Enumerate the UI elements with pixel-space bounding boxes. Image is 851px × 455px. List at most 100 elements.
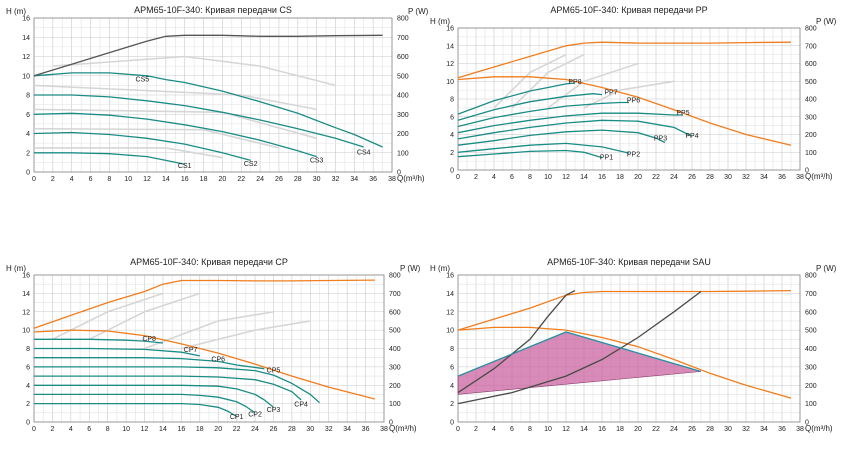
y-right-axis-label: P (W) <box>408 7 429 16</box>
x-tick-label: 4 <box>492 426 496 433</box>
x-tick-label: 24 <box>256 176 264 183</box>
x-axis-label: Q(m³/h) <box>805 424 833 433</box>
x-tick-label: 20 <box>634 426 642 433</box>
x-tick-label: 34 <box>760 174 768 181</box>
efficiency-guide-curve <box>33 127 280 149</box>
y-right-tick-label: 700 <box>389 291 401 298</box>
curve-label-pp5: PP5 <box>676 110 689 117</box>
x-tick-label: 14 <box>159 426 167 433</box>
y-left-tick-label: 10 <box>446 79 454 86</box>
y-left-tick-label: 8 <box>450 97 454 104</box>
efficiency-guide-curve <box>583 80 675 109</box>
y-right-axis-label: P (W) <box>816 17 837 26</box>
series-line-cp4 <box>34 375 302 401</box>
x-tick-label: 16 <box>177 426 185 433</box>
x-tick-label: 26 <box>688 174 696 181</box>
curve-label-cp4: CP4 <box>294 401 308 408</box>
x-tick-label: 36 <box>778 174 786 181</box>
x-tick-label: 14 <box>162 176 170 183</box>
y-right-tick-label: 600 <box>397 54 409 61</box>
y-right-tick-label: 800 <box>805 273 817 280</box>
y-left-tick-label: 6 <box>450 114 454 121</box>
y-left-axis-label: H (m) <box>6 7 26 16</box>
chart-title: APM65-10F-340: Кривая передачи CP <box>130 257 288 267</box>
y-right-tick-label: 200 <box>397 131 409 138</box>
y-right-tick-label: 500 <box>805 79 817 86</box>
series-line-pp8 <box>457 82 576 115</box>
y-right-tick-label: 200 <box>389 383 401 390</box>
curve-label-pp1: PP1 <box>600 154 613 161</box>
y-left-tick-label: 4 <box>450 132 454 139</box>
y-right-tick-label: 500 <box>397 73 409 80</box>
curve-label-pp2: PP2 <box>627 152 640 159</box>
y-right-tick-label: 500 <box>389 328 401 335</box>
series-line-power <box>457 289 792 331</box>
y-right-tick-label: 700 <box>805 291 817 298</box>
y-right-tick-label: 200 <box>805 383 817 390</box>
series-line-cs5 <box>33 72 383 148</box>
y-right-axis-label: P (W) <box>400 264 421 273</box>
chart-title: APM65-10F-340: Кривая передачи PP <box>550 5 707 15</box>
x-tick-label: 28 <box>294 176 302 183</box>
y-left-axis-label: H (m) <box>430 264 450 273</box>
y-right-tick-label: 400 <box>397 93 409 100</box>
y-left-tick-label: 4 <box>450 383 454 390</box>
efficiency-guide-curve <box>493 53 567 109</box>
x-tick-label: 26 <box>688 426 696 433</box>
y-right-tick-label: 700 <box>805 43 817 50</box>
y-right-tick-label: 0 <box>805 168 809 175</box>
series-line-curve-2 <box>457 290 576 394</box>
x-tick-label: 10 <box>124 176 132 183</box>
x-tick-label: 14 <box>580 426 588 433</box>
curve-label-cp8: CP8 <box>142 336 156 343</box>
efficiency-guide-curve <box>52 55 336 87</box>
series-line-cs3 <box>33 112 317 158</box>
y-left-tick-label: 4 <box>26 383 30 390</box>
series-line-cp7 <box>34 347 200 357</box>
x-tick-label: 18 <box>616 174 624 181</box>
curve-label-cs5: CS5 <box>136 77 150 84</box>
x-tick-label: 30 <box>306 426 314 433</box>
x-tick-label: 38 <box>380 426 388 433</box>
series-line-pp1 <box>457 149 603 159</box>
curve-label-pp6: PP6 <box>627 98 640 105</box>
y-left-tick-label: 2 <box>26 150 30 157</box>
x-tick-label: 20 <box>214 426 222 433</box>
curve-label-pp8: PP8 <box>568 79 581 86</box>
y-left-tick-label: 14 <box>446 291 454 298</box>
x-tick-label: 12 <box>143 176 151 183</box>
y-left-tick-label: 0 <box>26 170 30 177</box>
chart-title: APM65-10F-340: Кривая передачи CS <box>134 5 292 15</box>
x-tick-label: 16 <box>181 176 189 183</box>
x-tick-label: 38 <box>388 176 396 183</box>
y-left-tick-label: 10 <box>446 328 454 335</box>
x-tick-label: 8 <box>106 426 110 433</box>
series-line-curve-3 <box>457 290 702 405</box>
x-tick-label: 28 <box>706 174 714 181</box>
y-right-tick-label: 0 <box>389 420 393 427</box>
y-left-tick-label: 16 <box>22 16 30 23</box>
y-right-tick-label: 600 <box>805 309 817 316</box>
x-tick-label: 22 <box>652 426 660 433</box>
series-line-power <box>33 34 383 77</box>
series-line-cp3 <box>34 384 274 408</box>
y-right-tick-label: 400 <box>805 346 817 353</box>
y-left-tick-label: 16 <box>446 26 454 33</box>
curve-label-cs1: CS1 <box>178 163 192 170</box>
y-left-tick-label: 14 <box>446 43 454 50</box>
x-tick-label: 24 <box>670 174 678 181</box>
x-tick-label: 26 <box>275 176 283 183</box>
x-tick-label: 14 <box>580 174 588 181</box>
y-left-tick-label: 12 <box>22 54 30 61</box>
x-tick-label: 2 <box>50 426 54 433</box>
y-right-tick-label: 100 <box>389 401 401 408</box>
x-tick-label: 32 <box>742 426 750 433</box>
y-right-tick-label: 700 <box>397 35 409 42</box>
y-left-tick-label: 14 <box>22 35 30 42</box>
x-tick-label: 28 <box>706 426 714 433</box>
x-tick-label: 18 <box>616 426 624 433</box>
x-tick-label: 34 <box>350 176 358 183</box>
x-tick-label: 16 <box>598 426 606 433</box>
